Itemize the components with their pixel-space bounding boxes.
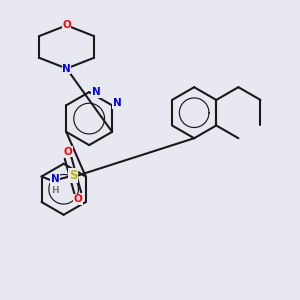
Text: O: O [64, 147, 72, 157]
Text: O: O [62, 20, 71, 30]
Text: N: N [51, 174, 60, 184]
Text: H: H [52, 186, 59, 195]
Text: N: N [92, 87, 100, 97]
Text: S: S [69, 169, 77, 182]
Text: N: N [112, 98, 122, 108]
Text: O: O [74, 194, 82, 204]
Text: N: N [62, 64, 71, 74]
